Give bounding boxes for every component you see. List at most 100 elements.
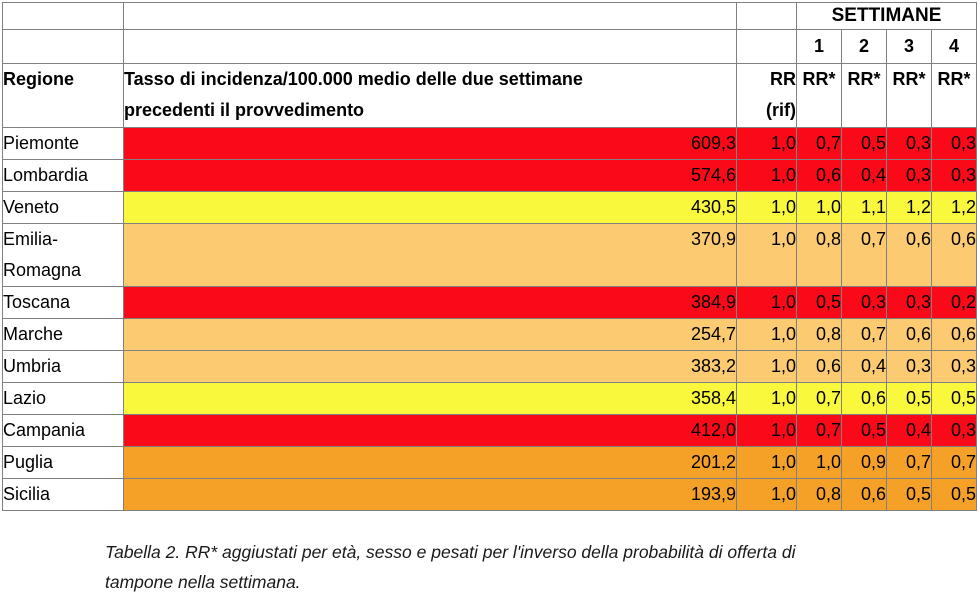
rr-star-week3-value: 0,7 bbox=[886, 446, 932, 479]
settimane-header: SETTIMANE bbox=[795, 2, 978, 30]
empty-cell bbox=[123, 2, 737, 30]
week-number-2: 2 bbox=[841, 29, 887, 64]
tasso-header-line2: precedenti il provvedimento bbox=[124, 100, 365, 120]
region-name: Puglia bbox=[2, 446, 124, 479]
table-container: SETTIMANE 1 2 3 4 Regione Tasso di incid… bbox=[2, 2, 978, 597]
rr-rif-value: 1,0 bbox=[736, 223, 797, 287]
column-header-rr-rif: RR (rif) bbox=[736, 63, 797, 128]
table-row: Umbria 383,2 1,0 0,6 0,4 0,3 0,3 bbox=[2, 350, 978, 383]
header-row-settimane: SETTIMANE bbox=[2, 2, 978, 30]
rr-star-week4-value: 0,2 bbox=[930, 286, 978, 319]
table-row: Veneto 430,5 1,0 1,0 1,1 1,2 1,2 bbox=[2, 191, 978, 224]
rr-rif-value: 1,0 bbox=[736, 382, 797, 415]
region-name: Veneto bbox=[2, 191, 124, 224]
rr-star-week2-value: 0,7 bbox=[841, 223, 887, 287]
empty-cell bbox=[736, 2, 797, 30]
incidence-value: 609,3 bbox=[123, 127, 737, 160]
rr-star-week3-value: 0,5 bbox=[886, 382, 932, 415]
incidence-value: 201,2 bbox=[123, 446, 737, 479]
rr-star-week1-value: 0,8 bbox=[796, 318, 842, 351]
rr-star-week2-value: 0,9 bbox=[841, 446, 887, 479]
table-row: Marche 254,7 1,0 0,8 0,7 0,6 0,6 bbox=[2, 318, 978, 351]
rr-star-week2-value: 0,4 bbox=[841, 350, 887, 383]
table-row: Lombardia 574,6 1,0 0,6 0,4 0,3 0,3 bbox=[2, 159, 978, 192]
table-row: Toscana 384,9 1,0 0,5 0,3 0,3 0,2 bbox=[2, 286, 978, 319]
column-header-regione: Regione bbox=[2, 63, 124, 128]
incidence-value: 370,9 bbox=[123, 223, 737, 287]
header-row-weeks: 1 2 3 4 bbox=[2, 29, 978, 64]
rr-star-week3-value: 0,4 bbox=[886, 414, 932, 447]
table-row: Puglia 201,2 1,0 1,0 0,9 0,7 0,7 bbox=[2, 446, 978, 479]
incidence-value: 254,7 bbox=[123, 318, 737, 351]
rr-star-week2-value: 0,5 bbox=[841, 127, 887, 160]
rr-star-week3-value: 0,3 bbox=[886, 350, 932, 383]
rr-star-week2-value: 0,7 bbox=[841, 318, 887, 351]
rr-star-week1-value: 0,6 bbox=[796, 159, 842, 192]
empty-cell bbox=[2, 2, 124, 30]
column-header-rr-star-week2: RR* bbox=[841, 63, 887, 128]
rr-rif-header-line2: (rif) bbox=[766, 100, 796, 120]
caption-line2: tampone nella settimana. bbox=[105, 571, 301, 592]
rr-star-week2-value: 0,6 bbox=[841, 382, 887, 415]
rr-star-week4-value: 0,3 bbox=[930, 350, 978, 383]
incidence-table: SETTIMANE 1 2 3 4 Regione Tasso di incid… bbox=[2, 2, 978, 511]
region-name: Piemonte bbox=[2, 127, 124, 160]
region-name: Lazio bbox=[2, 382, 124, 415]
rr-star-week3-value: 0,6 bbox=[886, 318, 932, 351]
rr-star-week3-value: 0,6 bbox=[886, 223, 932, 287]
column-header-rr-star-week4: RR* bbox=[930, 63, 978, 128]
table-caption: Tabella 2. RR* aggiustati per età, sesso… bbox=[105, 538, 925, 597]
region-name: Umbria bbox=[2, 350, 124, 383]
rr-star-week4-value: 0,3 bbox=[930, 159, 978, 192]
rr-star-week2-value: 1,1 bbox=[841, 191, 887, 224]
rr-star-week1-value: 0,7 bbox=[796, 382, 842, 415]
incidence-value: 574,6 bbox=[123, 159, 737, 192]
rr-rif-value: 1,0 bbox=[736, 446, 797, 479]
column-header-tasso: Tasso di incidenza/100.000 medio delle d… bbox=[123, 63, 737, 128]
rr-rif-value: 1,0 bbox=[736, 286, 797, 319]
rr-star-week4-value: 0,3 bbox=[930, 127, 978, 160]
incidence-value: 358,4 bbox=[123, 382, 737, 415]
rr-rif-value: 1,0 bbox=[736, 127, 797, 160]
incidence-value: 384,9 bbox=[123, 286, 737, 319]
column-header-rr-star-week1: RR* bbox=[796, 63, 842, 128]
rr-star-week2-value: 0,4 bbox=[841, 159, 887, 192]
rr-rif-value: 1,0 bbox=[736, 191, 797, 224]
rr-star-week1-value: 0,8 bbox=[796, 478, 842, 511]
incidence-value: 383,2 bbox=[123, 350, 737, 383]
table-row: Campania 412,0 1,0 0,7 0,5 0,4 0,3 bbox=[2, 414, 978, 447]
incidence-value: 412,0 bbox=[123, 414, 737, 447]
week-number-4: 4 bbox=[930, 29, 978, 64]
rr-star-week1-value: 1,0 bbox=[796, 446, 842, 479]
rr-star-week4-value: 0,5 bbox=[930, 478, 978, 511]
week-number-1: 1 bbox=[796, 29, 842, 64]
region-name: Sicilia bbox=[2, 478, 124, 511]
rr-star-week3-value: 0,5 bbox=[886, 478, 932, 511]
table-row: Emilia-Romagna 370,9 1,0 0,8 0,7 0,6 0,6 bbox=[2, 223, 978, 287]
rr-rif-value: 1,0 bbox=[736, 350, 797, 383]
rr-star-week4-value: 0,3 bbox=[930, 414, 978, 447]
rr-star-week3-value: 0,3 bbox=[886, 286, 932, 319]
week-number-3: 3 bbox=[886, 29, 932, 64]
rr-star-week1-value: 0,7 bbox=[796, 414, 842, 447]
rr-star-week3-value: 0,3 bbox=[886, 159, 932, 192]
tasso-header-line1: Tasso di incidenza/100.000 medio delle d… bbox=[124, 69, 583, 89]
column-header-rr-star-week3: RR* bbox=[886, 63, 932, 128]
rr-rif-value: 1,0 bbox=[736, 318, 797, 351]
rr-star-week3-value: 0,3 bbox=[886, 127, 932, 160]
rr-rif-value: 1,0 bbox=[736, 414, 797, 447]
rr-star-week1-value: 1,0 bbox=[796, 191, 842, 224]
rr-star-week1-value: 0,5 bbox=[796, 286, 842, 319]
table-body: Piemonte 609,3 1,0 0,7 0,5 0,3 0,3 Lombardia 574… bbox=[2, 127, 978, 511]
rr-star-week1-value: 0,6 bbox=[796, 350, 842, 383]
region-name: Toscana bbox=[2, 286, 124, 319]
incidence-value: 430,5 bbox=[123, 191, 737, 224]
table-row: Lazio 358,4 1,0 0,7 0,6 0,5 0,5 bbox=[2, 382, 978, 415]
table-row: Piemonte 609,3 1,0 0,7 0,5 0,3 0,3 bbox=[2, 127, 978, 160]
rr-star-week4-value: 1,2 bbox=[930, 191, 978, 224]
rr-star-week4-value: 0,6 bbox=[930, 318, 978, 351]
rr-star-week4-value: 0,7 bbox=[930, 446, 978, 479]
rr-star-week3-value: 1,2 bbox=[886, 191, 932, 224]
caption-line1: Tabella 2. RR* aggiustati per età, sesso… bbox=[105, 542, 796, 562]
header-row-columns: Regione Tasso di incidenza/100.000 medio… bbox=[2, 63, 978, 128]
